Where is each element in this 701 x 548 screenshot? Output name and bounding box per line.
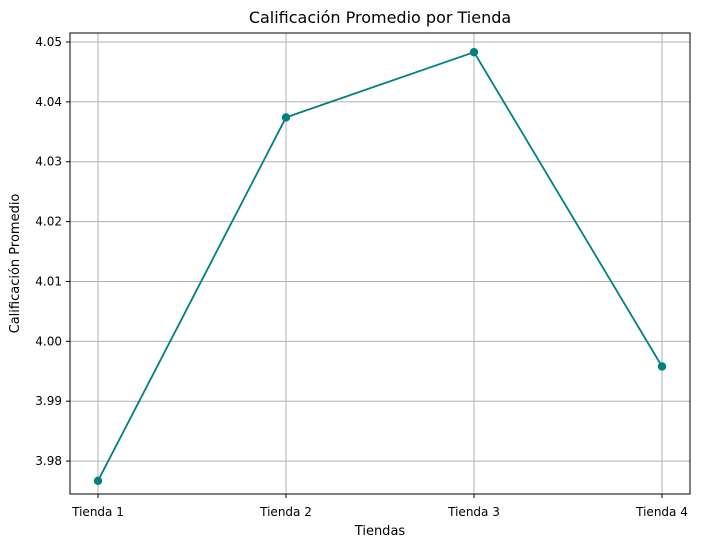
data-point [657, 362, 667, 371]
data-point [93, 476, 103, 486]
x-tick-label: Tienda 2 [259, 505, 312, 519]
x-tick-label: Tienda 3 [447, 505, 500, 519]
y-tick-label: 4.01 [35, 274, 62, 288]
y-tick-label: 4.00 [35, 334, 62, 348]
y-tick-label: 3.99 [35, 394, 62, 408]
series-line [97, 51, 663, 482]
grid [70, 33, 690, 494]
y-tick-label: 3.98 [35, 454, 62, 468]
plot-frame [69, 32, 691, 495]
y-tick-label: 4.05 [35, 35, 62, 49]
x-tick-label: Tienda 4 [635, 505, 688, 519]
y-tick-label: 4.03 [35, 155, 62, 169]
y-axis-label: Calificación Promedio [8, 194, 23, 334]
chart-title: Calificación Promedio por Tienda [249, 8, 511, 27]
series-layer [93, 47, 667, 486]
y-tick-label: 4.04 [35, 95, 62, 109]
y-axis: 3.98 3.99 4.00 4.01 4.02 4.03 4.04 4.05 [35, 35, 70, 468]
data-point [281, 113, 291, 122]
x-tick-label: Tienda 1 [71, 505, 124, 519]
data-point [469, 47, 479, 57]
x-axis-label: Tiendas [354, 524, 406, 539]
y-tick-label: 4.02 [35, 215, 62, 229]
x-axis: Tienda 1 Tienda 2 Tienda 3 Tienda 4 [71, 494, 688, 519]
